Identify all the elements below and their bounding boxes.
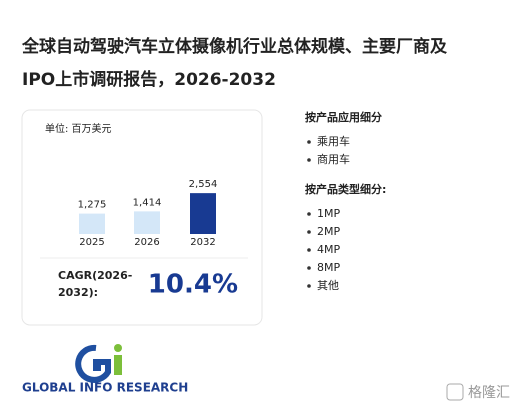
segment-item: 4MP — [317, 243, 340, 256]
logo-text: GLOBAL INFO RESEARCH — [22, 381, 188, 395]
bullet — [307, 212, 311, 216]
bullet — [307, 248, 311, 252]
cagr-label: 2032): — [58, 286, 98, 299]
value-label: 1,414 — [133, 197, 162, 208]
watermark-icon — [446, 383, 464, 401]
bullet — [307, 284, 311, 288]
segment-item: 乘用车 — [317, 134, 350, 148]
segment-title: 按产品类型细分: — [305, 182, 386, 196]
cagr-label: CAGR(2026- — [58, 269, 132, 282]
title: IPO上市调研报告，2026-2032 — [22, 69, 276, 90]
x-tick-label: 2032 — [190, 237, 215, 248]
watermark: 格隆汇 — [468, 385, 510, 401]
bullet — [307, 230, 311, 234]
bullet — [307, 140, 311, 144]
bullet — [307, 158, 311, 162]
logo-icon — [75, 344, 122, 383]
segment-item: 2MP — [317, 225, 340, 238]
bar — [190, 193, 216, 234]
segment-item: 1MP — [317, 207, 340, 220]
unit-label: 单位: 百万美元 — [45, 122, 112, 135]
bar — [134, 211, 160, 234]
cagr-value: 10.4% — [148, 270, 238, 300]
value-label: 1,275 — [78, 200, 107, 211]
x-tick-label: 2025 — [79, 237, 104, 248]
value-label: 2,554 — [189, 179, 218, 190]
title: 全球自动驾驶汽车立体摄像机行业总体规模、主要厂商及 — [21, 36, 448, 57]
bullet — [307, 266, 311, 270]
x-tick-label: 2026 — [134, 237, 159, 248]
segment-item: 其他 — [317, 279, 339, 292]
segment-item: 8MP — [317, 261, 340, 274]
segment-title: 按产品应用细分 — [305, 110, 382, 124]
segment-item: 商用车 — [317, 152, 350, 166]
bar — [79, 213, 105, 234]
